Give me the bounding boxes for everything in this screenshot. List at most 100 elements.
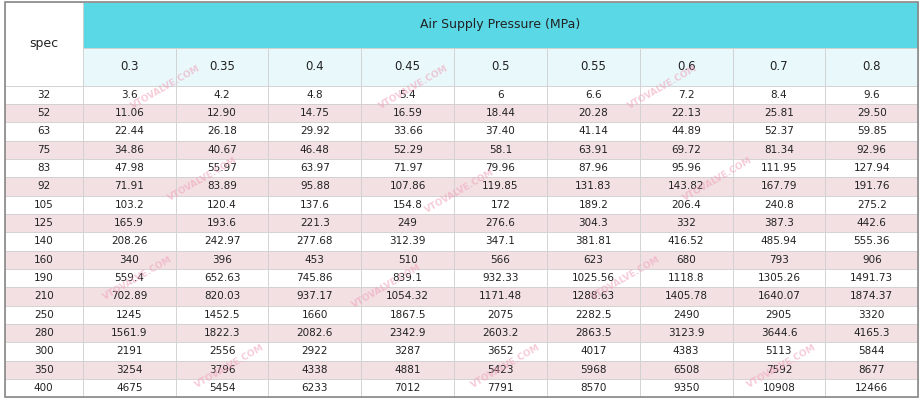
Text: 190: 190 [34,273,53,283]
Text: 63.91: 63.91 [578,145,607,155]
Text: 95.88: 95.88 [300,181,329,191]
Bar [639,232,732,251]
Text: 154.8: 154.8 [392,200,422,210]
Bar [83,269,176,287]
Bar [268,251,361,269]
Text: 416.52: 416.52 [667,236,704,246]
Text: 0.35: 0.35 [209,60,234,73]
Text: 1405.78: 1405.78 [664,291,707,301]
Bar [268,324,361,342]
Bar [83,140,176,159]
Bar [454,306,546,324]
Bar [546,232,639,251]
Bar [546,361,639,379]
Text: 92.96: 92.96 [856,145,886,155]
Text: 9350: 9350 [672,383,698,393]
Text: 32: 32 [37,90,51,100]
Text: 160: 160 [34,255,53,265]
Bar [546,104,639,122]
Bar [176,214,268,232]
Bar [5,177,83,195]
Text: 312.39: 312.39 [389,236,425,246]
Text: 22.44: 22.44 [114,127,144,137]
Text: 34.86: 34.86 [114,145,144,155]
Text: 485.94: 485.94 [760,236,797,246]
Text: 69.72: 69.72 [671,145,700,155]
Text: 3123.9: 3123.9 [667,328,704,338]
Bar [732,86,824,104]
Text: VTOVALVE.COM: VTOVALVE.COM [424,168,495,215]
Text: 1171.48: 1171.48 [479,291,521,301]
Bar [639,214,732,232]
Bar [361,214,454,232]
Bar [268,122,361,140]
Text: 119.85: 119.85 [482,181,518,191]
Text: 839.1: 839.1 [392,273,422,283]
Bar [639,306,732,324]
Bar [454,214,546,232]
Bar [732,232,824,251]
Text: 52: 52 [37,108,51,118]
Bar [454,159,546,177]
Bar [454,104,546,122]
Bar [824,159,917,177]
Text: 0.6: 0.6 [676,60,695,73]
Bar [639,195,732,214]
Text: 1561.9: 1561.9 [111,328,147,338]
Text: 8570: 8570 [580,383,606,393]
Bar [639,104,732,122]
Bar [824,232,917,251]
Text: 58.1: 58.1 [488,145,512,155]
Bar [732,195,824,214]
Bar [83,251,176,269]
Bar [454,122,546,140]
Text: VTOVALVE.COM: VTOVALVE.COM [350,263,422,310]
Text: VTOVALVE.COM: VTOVALVE.COM [626,64,698,111]
Text: 1640.07: 1640.07 [756,291,800,301]
Bar [361,140,454,159]
Text: 8677: 8677 [857,365,884,375]
Bar [176,379,268,397]
Text: 4.8: 4.8 [306,90,323,100]
Bar [361,104,454,122]
Text: Air Supply Pressure (MPa): Air Supply Pressure (MPa) [420,18,580,31]
Bar [361,342,454,361]
Text: 1245: 1245 [116,310,142,320]
Bar [732,251,824,269]
Bar [824,251,917,269]
Bar [361,48,454,86]
Bar [361,269,454,287]
Text: 189.2: 189.2 [578,200,607,210]
Text: VTOVALVE.COM: VTOVALVE.COM [194,343,266,390]
Bar [5,342,83,361]
Bar [176,232,268,251]
Bar [176,287,268,306]
Text: 300: 300 [34,346,53,356]
Text: 242.97: 242.97 [203,236,240,246]
Text: 4338: 4338 [301,365,328,375]
Bar [268,342,361,361]
Text: 120.4: 120.4 [207,200,237,210]
Bar [639,379,732,397]
Text: 18.44: 18.44 [485,108,515,118]
Bar [546,86,639,104]
Bar [732,159,824,177]
Text: 566: 566 [490,255,510,265]
Bar [83,287,176,306]
Bar [361,306,454,324]
Bar [5,122,83,140]
Text: 29.50: 29.50 [856,108,886,118]
Text: 29.92: 29.92 [300,127,329,137]
Text: 47.98: 47.98 [114,163,144,173]
Text: 4.2: 4.2 [213,90,230,100]
Bar [639,251,732,269]
Bar [732,287,824,306]
Bar [824,269,917,287]
Text: 87.96: 87.96 [578,163,607,173]
Text: 1491.73: 1491.73 [849,273,892,283]
Text: 105: 105 [34,200,53,210]
Text: 137.6: 137.6 [300,200,329,210]
Bar [546,251,639,269]
Text: 2082.6: 2082.6 [296,328,333,338]
Text: 906: 906 [861,255,880,265]
